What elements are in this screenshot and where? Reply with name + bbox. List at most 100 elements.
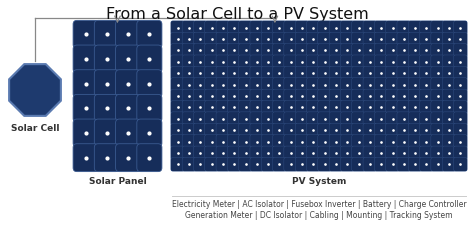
FancyBboxPatch shape [250,101,264,114]
FancyBboxPatch shape [374,78,388,91]
FancyBboxPatch shape [205,78,219,91]
FancyBboxPatch shape [116,20,141,48]
FancyBboxPatch shape [94,20,119,48]
FancyBboxPatch shape [442,146,456,160]
FancyBboxPatch shape [216,135,230,148]
FancyBboxPatch shape [137,144,162,172]
FancyBboxPatch shape [431,66,445,80]
FancyBboxPatch shape [284,78,298,91]
FancyBboxPatch shape [171,146,184,160]
FancyBboxPatch shape [284,55,298,69]
FancyBboxPatch shape [284,21,298,35]
FancyBboxPatch shape [386,135,399,148]
FancyBboxPatch shape [273,101,286,114]
FancyBboxPatch shape [284,157,298,171]
FancyBboxPatch shape [182,123,196,137]
FancyBboxPatch shape [94,144,119,172]
FancyBboxPatch shape [182,55,196,69]
FancyBboxPatch shape [419,78,433,91]
FancyBboxPatch shape [228,21,241,35]
FancyBboxPatch shape [193,32,207,46]
Text: PV System: PV System [292,177,346,186]
FancyBboxPatch shape [295,32,309,46]
FancyBboxPatch shape [73,94,98,122]
FancyBboxPatch shape [454,101,467,114]
FancyBboxPatch shape [273,44,286,57]
FancyBboxPatch shape [284,123,298,137]
FancyBboxPatch shape [193,78,207,91]
FancyBboxPatch shape [307,89,320,103]
FancyBboxPatch shape [250,135,264,148]
FancyBboxPatch shape [182,32,196,46]
FancyBboxPatch shape [442,89,456,103]
FancyBboxPatch shape [431,101,445,114]
FancyBboxPatch shape [250,157,264,171]
FancyBboxPatch shape [261,44,275,57]
Text: Solar Panel: Solar Panel [89,177,146,186]
FancyBboxPatch shape [228,135,241,148]
FancyBboxPatch shape [73,20,98,48]
FancyBboxPatch shape [454,123,467,137]
FancyBboxPatch shape [340,135,354,148]
FancyBboxPatch shape [397,44,410,57]
FancyBboxPatch shape [397,89,410,103]
FancyBboxPatch shape [329,78,343,91]
FancyBboxPatch shape [386,78,399,91]
FancyBboxPatch shape [408,146,422,160]
FancyBboxPatch shape [397,112,410,126]
FancyBboxPatch shape [295,78,309,91]
FancyBboxPatch shape [284,66,298,80]
FancyBboxPatch shape [374,101,388,114]
FancyBboxPatch shape [397,55,410,69]
FancyBboxPatch shape [261,123,275,137]
FancyBboxPatch shape [408,112,422,126]
FancyBboxPatch shape [408,101,422,114]
FancyBboxPatch shape [295,89,309,103]
FancyBboxPatch shape [193,157,207,171]
FancyBboxPatch shape [250,66,264,80]
FancyBboxPatch shape [284,44,298,57]
FancyBboxPatch shape [216,157,230,171]
FancyBboxPatch shape [261,89,275,103]
FancyBboxPatch shape [386,32,399,46]
FancyBboxPatch shape [284,89,298,103]
FancyBboxPatch shape [193,112,207,126]
FancyBboxPatch shape [182,78,196,91]
FancyBboxPatch shape [340,89,354,103]
Text: Solar Cell: Solar Cell [11,124,59,133]
FancyBboxPatch shape [73,45,98,73]
FancyBboxPatch shape [239,78,252,91]
FancyBboxPatch shape [94,119,119,147]
FancyBboxPatch shape [431,135,445,148]
FancyBboxPatch shape [352,44,365,57]
FancyBboxPatch shape [419,21,433,35]
FancyBboxPatch shape [431,32,445,46]
FancyBboxPatch shape [408,66,422,80]
FancyBboxPatch shape [352,78,365,91]
FancyBboxPatch shape [374,146,388,160]
FancyBboxPatch shape [137,119,162,147]
FancyBboxPatch shape [329,89,343,103]
FancyBboxPatch shape [329,146,343,160]
FancyBboxPatch shape [431,21,445,35]
FancyBboxPatch shape [307,135,320,148]
FancyBboxPatch shape [171,78,184,91]
FancyBboxPatch shape [171,44,184,57]
FancyBboxPatch shape [307,146,320,160]
FancyBboxPatch shape [182,89,196,103]
FancyBboxPatch shape [340,112,354,126]
FancyBboxPatch shape [250,78,264,91]
FancyBboxPatch shape [318,135,331,148]
FancyBboxPatch shape [442,32,456,46]
FancyBboxPatch shape [228,101,241,114]
Text: From a Solar Cell to a PV System: From a Solar Cell to a PV System [106,7,368,22]
FancyBboxPatch shape [442,123,456,137]
FancyBboxPatch shape [171,101,184,114]
FancyBboxPatch shape [205,21,219,35]
FancyBboxPatch shape [171,157,184,171]
FancyBboxPatch shape [340,123,354,137]
FancyBboxPatch shape [329,44,343,57]
FancyBboxPatch shape [239,55,252,69]
FancyBboxPatch shape [431,44,445,57]
FancyBboxPatch shape [261,21,275,35]
